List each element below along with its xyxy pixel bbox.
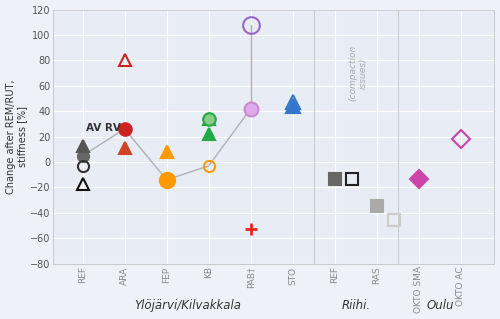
Y-axis label: Change after REM/RUT,
stiffness [%]: Change after REM/RUT, stiffness [%] [6,79,27,194]
Text: Ylöjärvi/Kilvakkala: Ylöjärvi/Kilvakkala [134,299,241,312]
Text: AV RV: AV RV [86,123,121,133]
Text: Oulu: Oulu [426,299,454,312]
Text: (compaction
issues): (compaction issues) [348,45,368,101]
Text: Riihi.: Riihi. [341,299,370,312]
